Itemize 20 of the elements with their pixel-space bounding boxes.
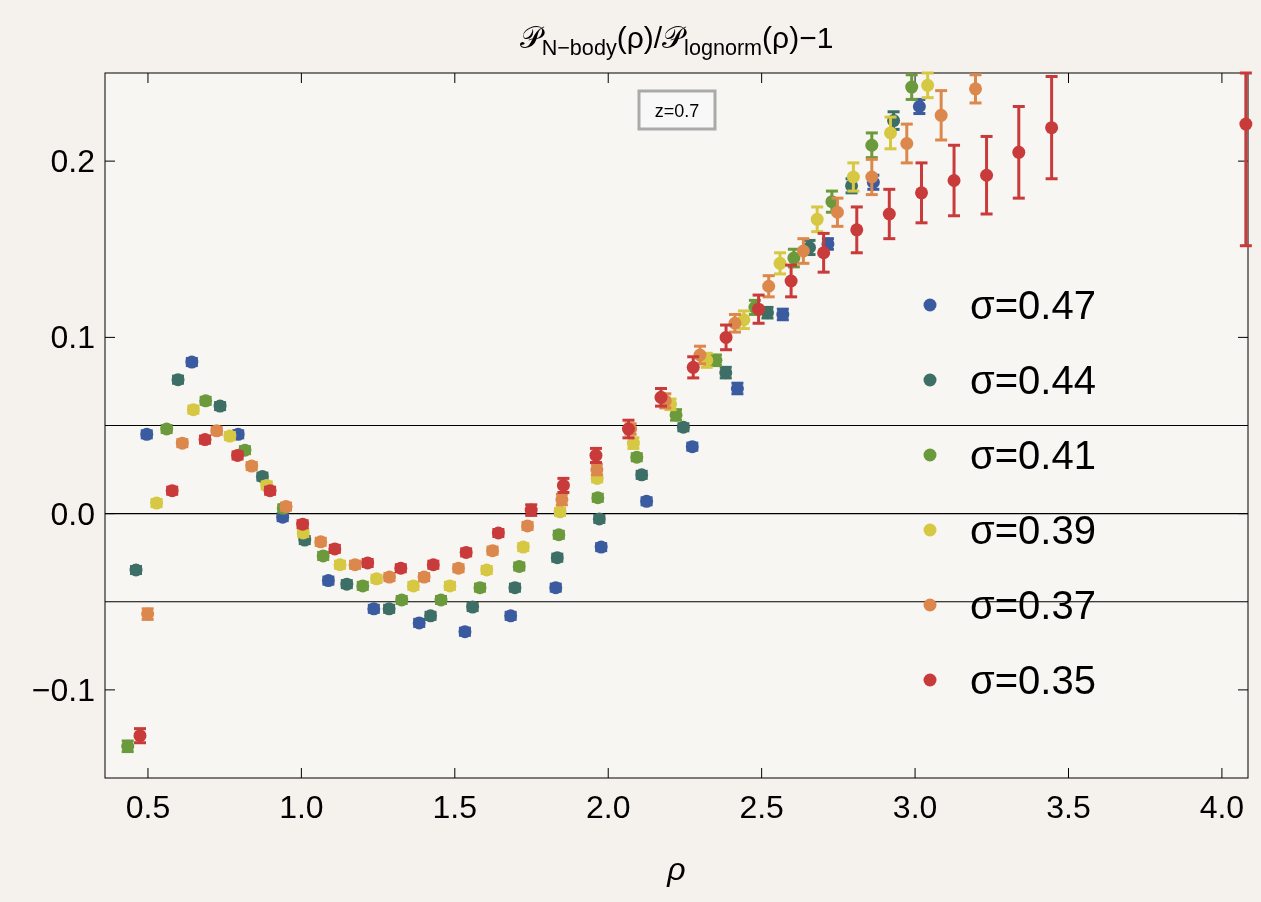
- legend-label: σ=0.35: [970, 658, 1096, 702]
- x-tick-label: 2.5: [739, 789, 784, 825]
- legend-label: σ=0.41: [970, 433, 1096, 477]
- x-tick-label: 2.0: [585, 789, 631, 825]
- y-tick-label: 0.2: [50, 143, 95, 180]
- legend-label: σ=0.47: [970, 283, 1096, 327]
- x-tick-label: 3.0: [892, 789, 938, 825]
- x-tick-label: 1.5: [432, 789, 478, 825]
- y-tick-label: 0.0: [50, 495, 95, 532]
- y-tick-label: −0.1: [31, 671, 95, 708]
- legend-label: σ=0.39: [970, 508, 1096, 552]
- annotation: z=0.7: [654, 101, 700, 121]
- x-axis-title: ρ: [666, 851, 686, 887]
- x-tick-label: 3.5: [1046, 789, 1091, 825]
- chart-title: 𝒫$_{N−body}$(ρ)/𝒫$_{lognorm}$(ρ)−1: [519, 21, 834, 60]
- x-tick-label: 4.0: [1199, 789, 1245, 825]
- y-tick-label: 0.1: [50, 319, 95, 356]
- x-tick-label: 1.0: [279, 789, 324, 825]
- x-tick-label: 0.5: [125, 789, 171, 825]
- legend-label: σ=0.44: [970, 358, 1096, 402]
